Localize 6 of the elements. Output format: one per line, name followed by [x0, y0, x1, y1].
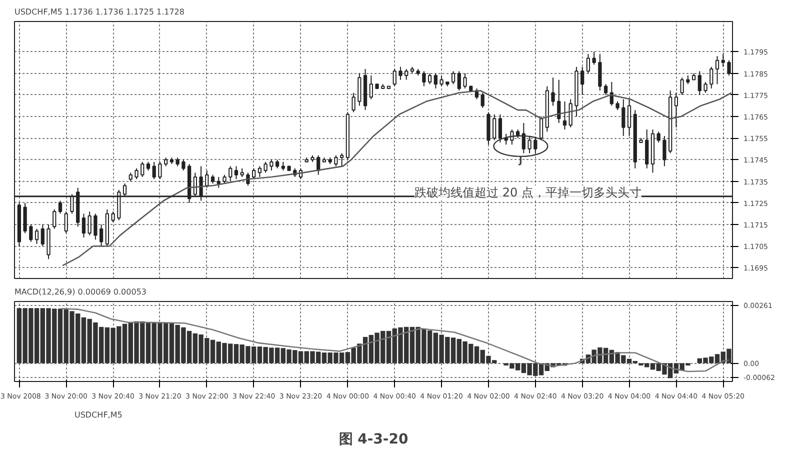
- text: USDCHF,M5: [74, 410, 122, 420]
- chart-title: MACD(12,26,9) 0.00069 0.00053: [14, 288, 147, 296]
- annotation: J: [518, 156, 522, 167]
- annotation: 跌破均线值超过 20 点，平掉一切多头头寸: [414, 186, 642, 200]
- chart-title: USDCHF,M5 1.1736 1.1736 1.1725 1.1728: [14, 8, 184, 16]
- caption: 图 4-3-20: [338, 432, 408, 448]
